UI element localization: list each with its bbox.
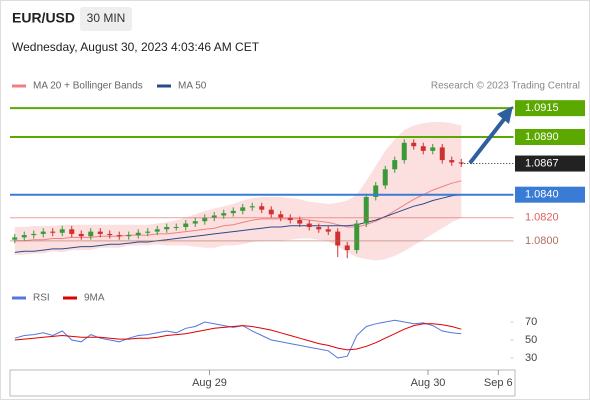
candle-body bbox=[88, 231, 94, 237]
price-plot bbox=[12, 122, 464, 261]
datetime: Wednesday, August 30, 2023 4:03:46 AM CE… bbox=[12, 40, 260, 54]
y-tick-label: 50 bbox=[525, 334, 537, 346]
timeframe-chip bbox=[80, 7, 132, 31]
candle-body bbox=[259, 206, 265, 210]
candle-body bbox=[69, 229, 75, 234]
candle-body bbox=[420, 146, 426, 151]
candle-body bbox=[164, 227, 170, 230]
candle-body bbox=[335, 231, 341, 246]
candle-body bbox=[458, 162, 464, 164]
candle-body bbox=[107, 233, 113, 236]
candle-body bbox=[449, 160, 455, 163]
candle-body bbox=[373, 185, 379, 197]
candle-body bbox=[126, 235, 132, 237]
y-tick-label: 30 bbox=[525, 352, 537, 364]
candle-body bbox=[31, 233, 37, 236]
y-tick-label: 70 bbox=[525, 316, 537, 328]
level-label-box bbox=[515, 155, 585, 172]
candle-body bbox=[278, 214, 284, 218]
level-label: 1.0867 bbox=[525, 157, 559, 169]
candle-body bbox=[135, 232, 141, 236]
candle-body bbox=[268, 209, 274, 215]
candle-body bbox=[21, 235, 27, 238]
candle-body bbox=[12, 237, 18, 240]
ma-line bbox=[14, 194, 462, 253]
x-axis-box bbox=[9, 369, 516, 397]
timeframe: 30 MIN bbox=[87, 11, 126, 25]
level-label-box bbox=[515, 129, 585, 145]
candle-body bbox=[202, 217, 208, 222]
plot-layer: MA 20 + Bollinger Bands MA 50 1.0915 1.0890… bbox=[10, 81, 585, 389]
x-tick-label: Aug 29 bbox=[192, 377, 227, 389]
symbol: EUR/USD bbox=[12, 10, 75, 26]
level-label: 1.0915 bbox=[525, 102, 559, 114]
candle-body bbox=[211, 215, 217, 218]
candle-body bbox=[392, 160, 398, 170]
legend-label: 9MA bbox=[84, 293, 105, 304]
candle-body bbox=[78, 233, 84, 237]
candle-body bbox=[401, 142, 407, 161]
candle-body bbox=[411, 142, 417, 147]
candle-body bbox=[382, 169, 388, 186]
candle-body bbox=[439, 147, 445, 161]
level-label: 1.0800 bbox=[525, 235, 559, 247]
source: Research © 2023 Trading Central bbox=[431, 81, 580, 92]
candle-body bbox=[306, 223, 312, 227]
candle-body bbox=[344, 245, 350, 251]
level-label: 1.0890 bbox=[525, 131, 559, 143]
candle-body bbox=[116, 235, 122, 237]
candle-body bbox=[145, 231, 151, 233]
legend-label: MA 20 + Bollinger Bands bbox=[33, 81, 143, 92]
arrow-head bbox=[497, 106, 513, 124]
candle-body bbox=[363, 197, 369, 224]
candle-body bbox=[325, 229, 331, 232]
level-label-box bbox=[515, 100, 585, 117]
arrow bbox=[468, 116, 507, 165]
level-label: 1.0820 bbox=[525, 212, 559, 224]
level-label-box bbox=[515, 186, 585, 203]
candle-body bbox=[240, 207, 246, 211]
candle-body bbox=[297, 220, 303, 224]
candle-body bbox=[192, 221, 198, 224]
x-tick-label: Sep 6 bbox=[484, 377, 513, 389]
candle-body bbox=[50, 231, 56, 233]
legend-label: MA 50 bbox=[178, 81, 207, 92]
candle-body bbox=[59, 229, 65, 233]
candle-body bbox=[249, 206, 255, 208]
candle-body bbox=[221, 213, 227, 216]
candle-body bbox=[40, 231, 46, 234]
legend-label: RSI bbox=[33, 293, 50, 304]
candle-body bbox=[354, 223, 360, 251]
candle-body bbox=[230, 210, 236, 214]
candle-body bbox=[154, 229, 160, 232]
level-label: 1.0840 bbox=[525, 189, 559, 201]
candle-body bbox=[183, 223, 189, 227]
candle-body bbox=[97, 231, 103, 234]
candle-body bbox=[430, 147, 436, 151]
candle-body bbox=[173, 227, 179, 228]
x-tick-label: Aug 30 bbox=[411, 377, 446, 389]
candle-body bbox=[287, 217, 293, 221]
candle-body bbox=[316, 227, 322, 230]
indicator-line bbox=[14, 323, 462, 351]
